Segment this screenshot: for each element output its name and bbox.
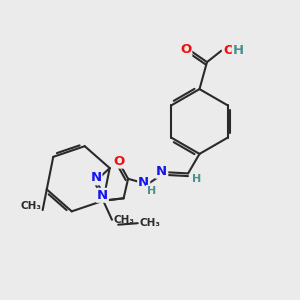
Text: N: N — [97, 189, 108, 202]
Text: H: H — [193, 174, 202, 184]
Text: CH₃: CH₃ — [20, 201, 41, 211]
Text: N: N — [90, 171, 101, 184]
Text: N: N — [138, 176, 149, 190]
Text: O: O — [180, 43, 191, 56]
Text: O: O — [114, 154, 125, 168]
Text: H: H — [233, 44, 244, 57]
Text: CH₃: CH₃ — [139, 218, 160, 228]
Text: N: N — [156, 165, 167, 178]
Text: CH₃: CH₃ — [113, 215, 134, 225]
Text: O: O — [223, 44, 234, 57]
Text: H: H — [147, 186, 156, 196]
